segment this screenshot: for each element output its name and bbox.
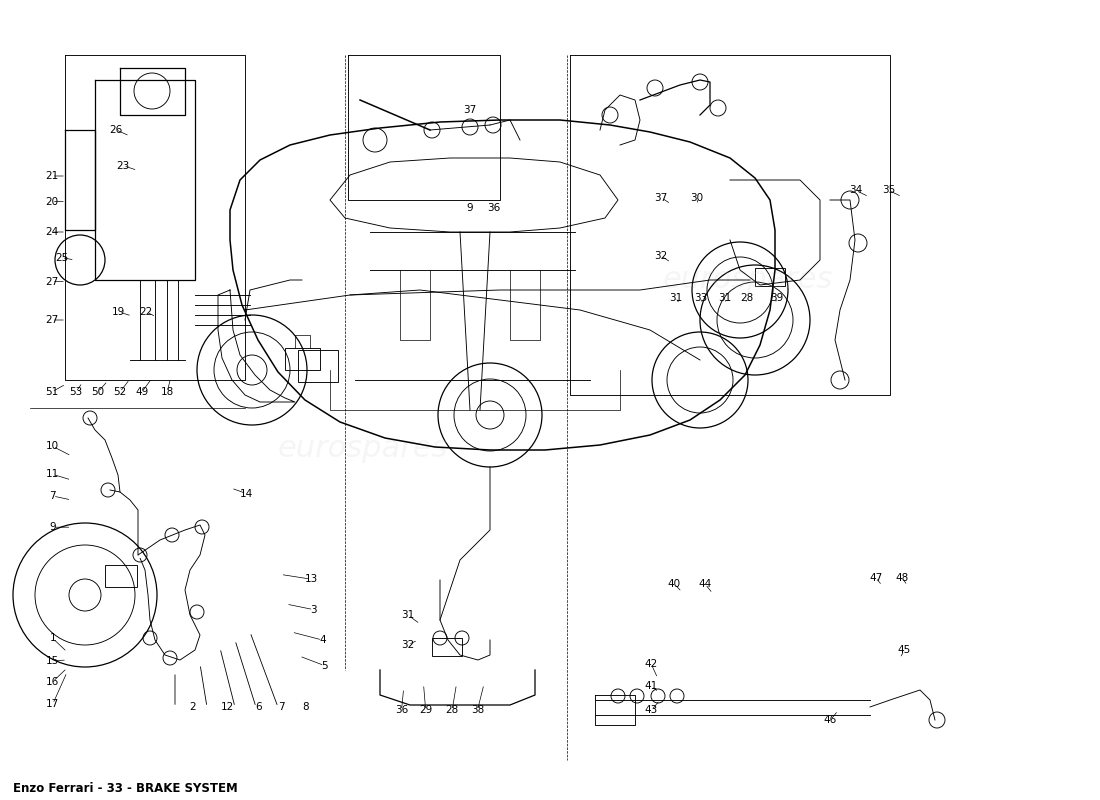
Bar: [755, 268, 785, 286]
Text: 29: 29: [419, 706, 432, 715]
Text: 25: 25: [55, 253, 68, 262]
Text: 27: 27: [45, 315, 58, 325]
Text: 28: 28: [446, 706, 459, 715]
Text: 28: 28: [740, 293, 754, 302]
Text: 14: 14: [240, 489, 253, 498]
Text: 31: 31: [718, 293, 732, 302]
Text: 36: 36: [487, 203, 500, 213]
Text: 13: 13: [305, 574, 318, 584]
Text: 4: 4: [319, 635, 326, 645]
Text: 24: 24: [45, 227, 58, 237]
Text: 41: 41: [645, 682, 658, 691]
Text: 48: 48: [895, 573, 909, 582]
Text: 8: 8: [302, 702, 309, 712]
Text: 39: 39: [770, 293, 783, 302]
Text: 20: 20: [45, 197, 58, 206]
Text: 21: 21: [45, 171, 58, 181]
Text: 10: 10: [46, 442, 59, 451]
Text: 32: 32: [402, 640, 415, 650]
Text: 38: 38: [471, 706, 484, 715]
Text: eurospares: eurospares: [278, 434, 448, 462]
Text: 32: 32: [654, 251, 668, 261]
Bar: [298, 350, 338, 382]
Text: 2: 2: [189, 702, 196, 712]
Text: 7: 7: [278, 702, 285, 712]
Text: 31: 31: [402, 610, 415, 620]
Text: 37: 37: [463, 106, 476, 115]
Text: 40: 40: [668, 579, 681, 589]
Text: 35: 35: [882, 186, 895, 195]
Text: 47: 47: [869, 573, 882, 582]
Bar: [432, 638, 462, 656]
Text: 52: 52: [113, 387, 127, 397]
Text: 33: 33: [694, 293, 707, 302]
Text: 50: 50: [91, 387, 104, 397]
Text: 15: 15: [46, 656, 59, 666]
Text: 30: 30: [690, 193, 703, 202]
Bar: [104, 565, 138, 587]
Text: 34: 34: [849, 186, 862, 195]
Text: 46: 46: [824, 715, 837, 725]
Text: 6: 6: [255, 702, 262, 712]
Text: 11: 11: [46, 470, 59, 479]
Bar: [285, 348, 320, 370]
Text: 49: 49: [135, 387, 149, 397]
Text: 1: 1: [50, 634, 56, 643]
Text: 23: 23: [117, 161, 130, 170]
Text: 43: 43: [645, 706, 658, 715]
Text: 42: 42: [645, 659, 658, 669]
Text: 26: 26: [109, 125, 122, 134]
Text: 5: 5: [321, 661, 328, 670]
Text: 37: 37: [654, 193, 668, 202]
Text: 27: 27: [45, 277, 58, 286]
Text: 22: 22: [140, 307, 153, 317]
Text: 36: 36: [395, 706, 408, 715]
Text: 19: 19: [112, 307, 125, 317]
Text: 9: 9: [50, 522, 56, 532]
Text: 7: 7: [50, 491, 56, 501]
Text: 3: 3: [310, 605, 317, 614]
Text: 12: 12: [221, 702, 234, 712]
Text: 45: 45: [898, 646, 911, 655]
Text: 18: 18: [161, 387, 174, 397]
Text: Enzo Ferrari - 33 - BRAKE SYSTEM: Enzo Ferrari - 33 - BRAKE SYSTEM: [13, 782, 238, 795]
Text: 51: 51: [45, 387, 58, 397]
Text: 44: 44: [698, 579, 712, 589]
Text: 31: 31: [669, 293, 682, 302]
Text: 53: 53: [69, 387, 82, 397]
Text: eurospares: eurospares: [663, 266, 833, 294]
Text: 16: 16: [46, 677, 59, 686]
Text: 17: 17: [46, 699, 59, 709]
Text: 9: 9: [466, 203, 473, 213]
